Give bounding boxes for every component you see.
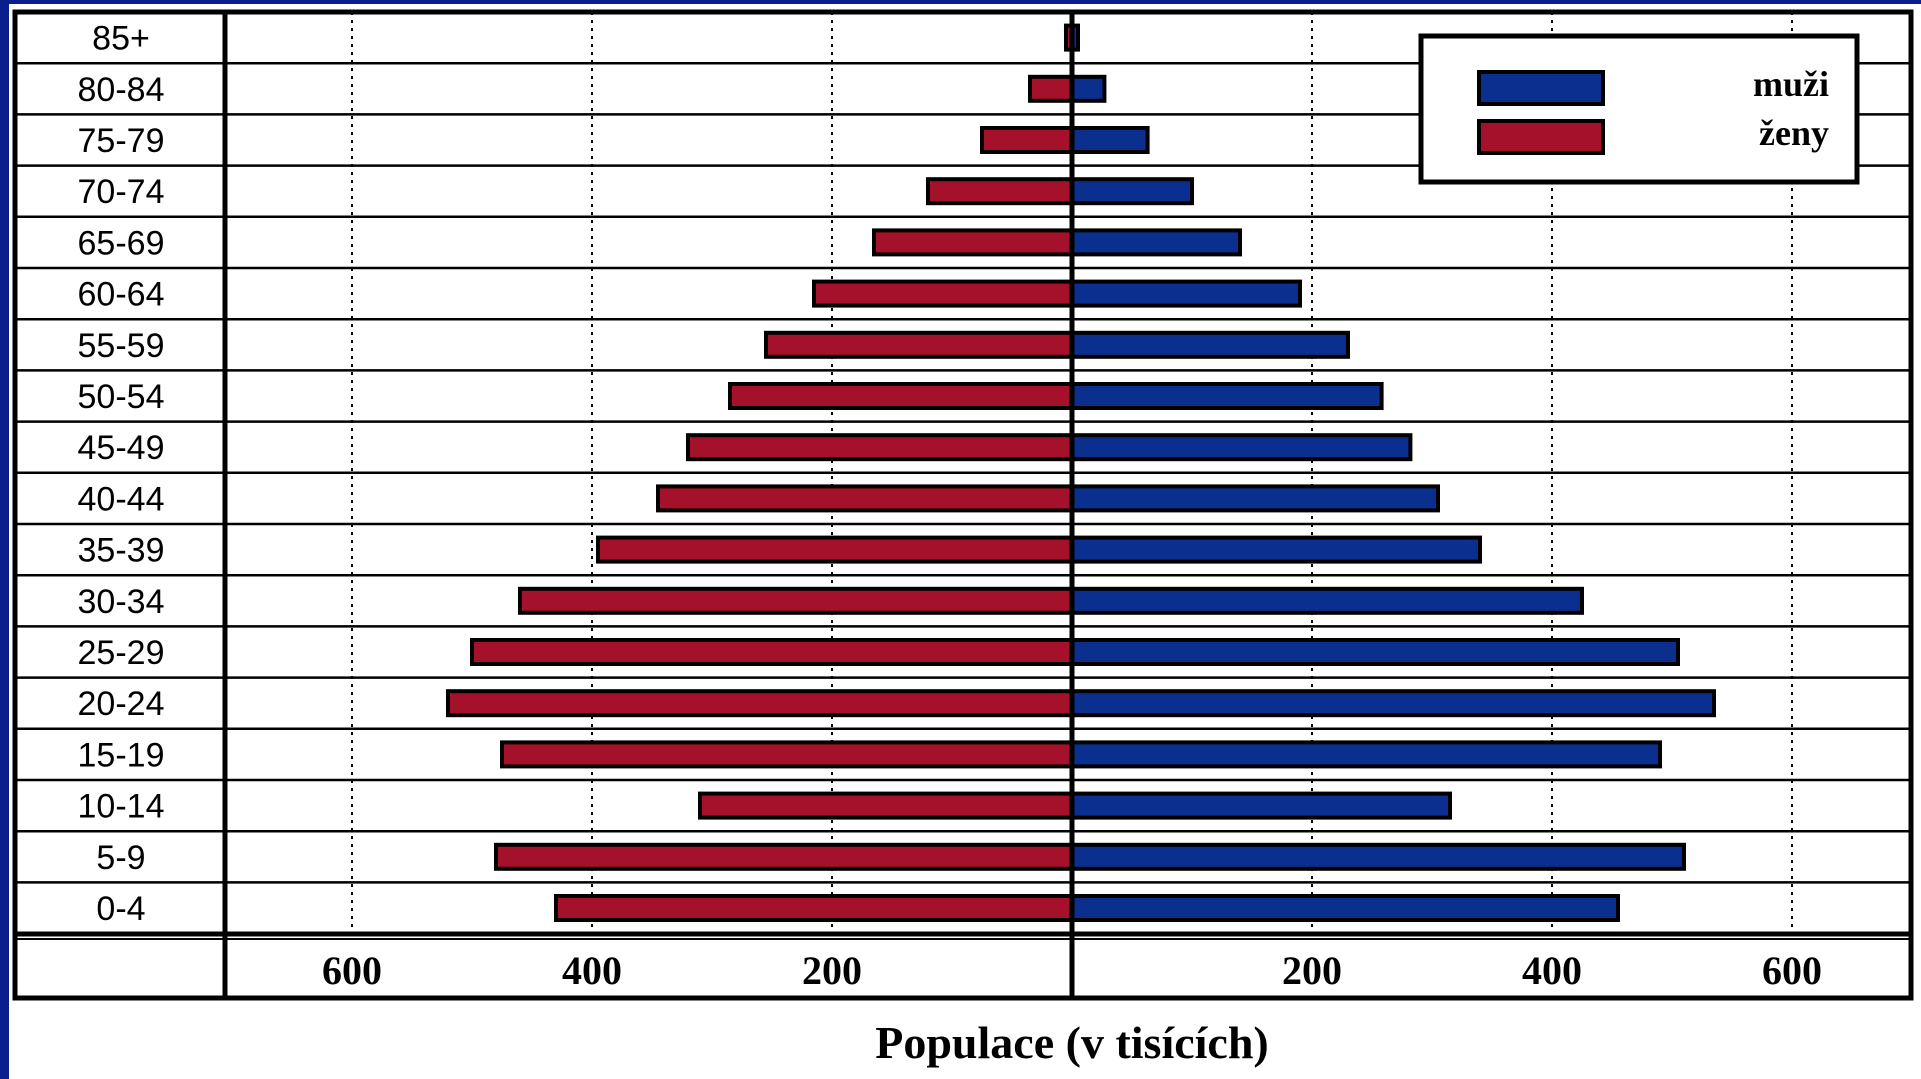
bar-zeny-75-79 (980, 126, 1074, 154)
age-group-label: 50-54 (78, 378, 165, 416)
x-tick-label: 400 (562, 948, 622, 993)
legend-label-muzi: muži (1753, 64, 1829, 104)
age-group-label: 65-69 (78, 224, 165, 262)
bar-muzi-55-59 (1070, 330, 1350, 359)
bar-muzi-30-34 (1070, 586, 1584, 615)
age-group-label: 25-29 (78, 634, 165, 672)
age-group-label: 75-79 (78, 122, 165, 160)
bar-zeny-50-54 (728, 382, 1074, 410)
bar-zeny-5-9 (494, 842, 1074, 871)
bar-muzi-15-19 (1070, 740, 1662, 769)
legend-box (1418, 33, 1860, 185)
age-group-label: 80-84 (78, 71, 165, 109)
bar-zeny-35-39 (596, 535, 1074, 564)
age-group-label: 0-4 (96, 890, 145, 928)
bar-zeny-80-84 (1028, 74, 1074, 103)
grid-lines (15, 12, 1911, 934)
bar-muzi-75-79 (1070, 126, 1150, 154)
bar-zeny-40-44 (656, 484, 1074, 513)
age-group-label: 20-24 (78, 685, 165, 723)
bar-muzi-70-74 (1070, 177, 1194, 206)
age-group-label: 70-74 (78, 173, 165, 211)
bar-zeny-15-19 (500, 740, 1074, 769)
bar-zeny-25-29 (470, 638, 1074, 666)
age-group-label: 60-64 (78, 276, 165, 314)
bar-muzi-40-44 (1070, 484, 1440, 513)
chart-frame: 0-4 5-9 10-14 15-19 20-24 25-29 30-34 35-39 40-4… (9, 4, 1921, 1079)
bar-muzi-10-14 (1070, 791, 1452, 820)
bar-muzi-20-24 (1070, 689, 1716, 718)
chart-text: 0-4 5-9 10-14 15-19 20-24 25-29 30-34 35-39 40-4… (78, 20, 1822, 1068)
age-group-label: 85+ (92, 20, 150, 58)
bar-zeny-60-64 (812, 279, 1074, 308)
age-group-label: 55-59 (78, 327, 165, 365)
age-group-label: 35-39 (78, 532, 165, 570)
x-tick-label: 200 (802, 948, 862, 993)
bar-muzi-35-39 (1070, 535, 1482, 564)
chart-border (12, 9, 1914, 1001)
bar-muzi-25-29 (1070, 638, 1680, 666)
bar-muzi-0-4 (1070, 894, 1620, 922)
legend-label-zeny: ženy (1759, 113, 1829, 153)
bar-zeny-55-59 (764, 330, 1074, 359)
age-group-label: 5-9 (96, 839, 145, 877)
x-tick-label: 400 (1522, 948, 1582, 993)
x-axis-title: Populace (v tisících) (875, 1017, 1269, 1068)
bar-zeny-30-34 (518, 586, 1074, 615)
bar-zeny-65-69 (872, 228, 1074, 257)
bar-zeny-45-49 (686, 433, 1074, 462)
bar-muzi-50-54 (1070, 382, 1384, 410)
age-group-label: 40-44 (78, 480, 165, 518)
population-pyramid-chart: 0-4 5-9 10-14 15-19 20-24 25-29 30-34 35-39 40-4… (12, 9, 1914, 1068)
x-tick-label: 200 (1282, 948, 1342, 993)
bar-zeny-0-4 (554, 894, 1074, 922)
bar-zeny-70-74 (926, 177, 1074, 206)
legend-swatch-muzi (1477, 70, 1605, 106)
legend-swatch-zeny (1477, 119, 1605, 155)
bar-zeny-10-14 (698, 791, 1074, 820)
chart-borders (12, 9, 1914, 1001)
bar-muzi-65-69 (1070, 228, 1242, 257)
bar-zeny-20-24 (446, 689, 1074, 718)
x-tick-label: 600 (322, 948, 382, 993)
bar-muzi-80-84 (1070, 74, 1107, 103)
bar-muzi-5-9 (1070, 842, 1686, 871)
bar-muzi-60-64 (1070, 279, 1302, 308)
legend: muži ženy (1418, 33, 1860, 185)
bar-muzi-45-49 (1070, 433, 1413, 462)
age-group-label: 45-49 (78, 429, 165, 467)
age-group-label: 30-34 (78, 583, 165, 621)
age-group-label: 10-14 (78, 788, 165, 826)
bars (446, 23, 1716, 922)
age-group-label: 15-19 (78, 736, 165, 774)
x-tick-label: 600 (1762, 948, 1822, 993)
